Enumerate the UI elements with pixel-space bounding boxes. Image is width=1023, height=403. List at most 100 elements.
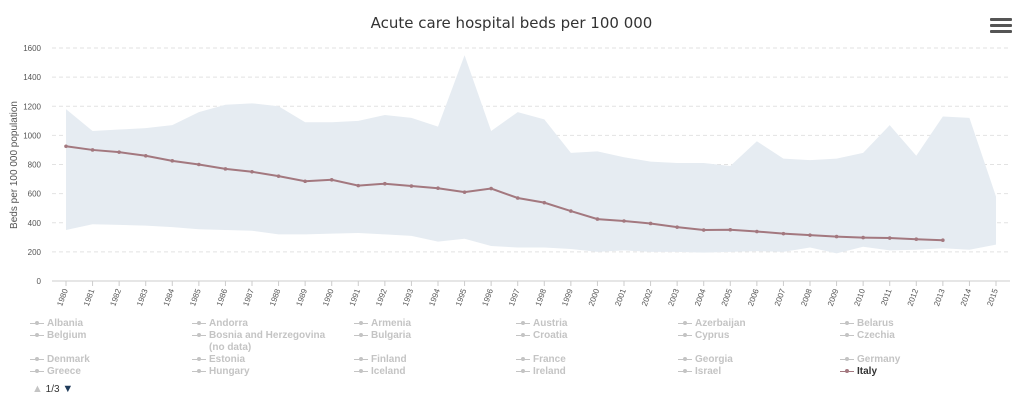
pager-up-icon[interactable]: ▲ <box>32 383 43 395</box>
legend-swatch-icon <box>192 320 206 325</box>
legend-item-andorra[interactable]: Andorra <box>192 318 248 330</box>
x-tick-label: 1997 <box>507 287 522 307</box>
y-tick-label: 800 <box>28 161 42 170</box>
legend-label: Germany <box>857 354 901 365</box>
legend-swatch-icon <box>30 332 44 337</box>
legend-swatch-icon <box>678 356 692 361</box>
x-tick-label: 2015 <box>985 287 1000 307</box>
data-point[interactable] <box>914 237 919 242</box>
data-point[interactable] <box>303 179 307 184</box>
x-tick-label: 1984 <box>162 287 177 307</box>
data-point[interactable] <box>170 159 175 163</box>
legend-item-azerbaijan[interactable]: Azerbaijan <box>678 318 746 330</box>
legend-label: Armenia <box>371 318 412 329</box>
data-point[interactable] <box>329 177 334 182</box>
legend-item-albania[interactable]: Albania <box>30 318 83 330</box>
data-point[interactable] <box>223 167 228 171</box>
data-point[interactable] <box>595 217 600 221</box>
data-point[interactable] <box>515 196 520 200</box>
data-point[interactable] <box>462 190 467 194</box>
legend-item-austria[interactable]: Austria <box>516 318 567 330</box>
data-point[interactable] <box>808 233 812 237</box>
data-point[interactable] <box>728 227 733 232</box>
legend-swatch-icon <box>192 332 206 337</box>
x-tick-label: 2008 <box>799 287 814 307</box>
y-tick-label: 1600 <box>23 44 41 53</box>
data-point[interactable] <box>356 183 361 188</box>
legend-item-belgium[interactable]: Belgium <box>30 330 86 342</box>
series-line-italy[interactable] <box>65 145 943 242</box>
legend-swatch-icon <box>516 332 530 337</box>
data-point[interactable] <box>569 209 573 213</box>
data-point[interactable] <box>383 181 387 186</box>
data-point[interactable] <box>861 235 865 240</box>
legend-item-finland[interactable]: Finland <box>354 354 407 366</box>
x-tick-label: 1981 <box>82 287 97 307</box>
legend-label: Israel <box>695 366 722 377</box>
legend-label: France <box>533 354 566 365</box>
legend-item-italy[interactable]: Italy <box>840 366 877 378</box>
legend-swatch-icon <box>30 320 44 325</box>
data-point[interactable] <box>701 228 706 232</box>
pager-down-icon[interactable]: ▼ <box>62 383 74 395</box>
x-tick-label: 2000 <box>587 287 602 307</box>
legend-item-israel[interactable]: Israel <box>678 366 721 378</box>
data-point[interactable] <box>542 200 547 205</box>
legend-item-croatia[interactable]: Croatia <box>516 330 567 342</box>
data-point[interactable] <box>648 221 653 226</box>
x-tick-label: 1987 <box>241 287 256 307</box>
legend-label: Greece <box>47 366 81 377</box>
data-point[interactable] <box>755 229 759 234</box>
data-point[interactable] <box>489 186 493 191</box>
data-point[interactable] <box>781 231 786 236</box>
legend-item-bosnia-and-herzegovina[interactable]: Bosnia and Herzegovina (no data) <box>192 330 325 354</box>
y-tick-label: 0 <box>37 277 42 286</box>
x-tick-label: 2003 <box>666 287 681 307</box>
data-point[interactable] <box>622 219 626 223</box>
data-point[interactable] <box>117 150 121 154</box>
data-point[interactable] <box>276 174 281 178</box>
legend-item-czechia[interactable]: Czechia <box>840 330 895 342</box>
data-point[interactable] <box>143 153 148 158</box>
legend-item-denmark[interactable]: Denmark <box>30 354 90 366</box>
data-point[interactable] <box>887 236 892 240</box>
legend-item-greece[interactable]: Greece <box>30 366 81 378</box>
x-tick-label: 1999 <box>560 287 575 307</box>
legend-label: Bosnia and Herzegovina <box>209 330 326 341</box>
legend-label: Belgium <box>47 330 87 341</box>
hamburger-menu-icon[interactable] <box>990 18 1012 36</box>
data-point[interactable] <box>64 144 68 149</box>
data-point[interactable] <box>834 234 839 239</box>
data-point[interactable] <box>675 225 679 229</box>
legend-item-cyprus[interactable]: Cyprus <box>678 330 729 342</box>
legend-swatch-icon <box>192 356 206 361</box>
y-tick-label: 600 <box>28 190 42 199</box>
legend-item-france[interactable]: France <box>516 354 566 366</box>
legend-item-ireland[interactable]: Ireland <box>516 366 566 378</box>
legend-item-belarus[interactable]: Belarus <box>840 318 894 330</box>
x-tick-label: 1992 <box>374 287 389 307</box>
legend-item-bulgaria[interactable]: Bulgaria <box>354 330 411 342</box>
data-point[interactable] <box>90 148 95 152</box>
legend-label: Ireland <box>533 366 566 377</box>
legend-item-estonia[interactable]: Estonia <box>192 354 245 366</box>
data-point[interactable] <box>250 169 254 174</box>
x-tick-label: 2014 <box>959 287 974 307</box>
legend-label: Italy <box>857 366 878 377</box>
legend-item-iceland[interactable]: Iceland <box>354 366 405 378</box>
legend-label: Bulgaria <box>371 330 412 341</box>
legend-item-georgia[interactable]: Georgia <box>678 354 733 366</box>
legend-item-germany[interactable]: Germany <box>840 354 900 366</box>
x-tick-label: 2013 <box>932 287 947 307</box>
legend-item-hungary[interactable]: Hungary <box>192 366 250 378</box>
y-tick-label: 400 <box>28 219 42 228</box>
data-point[interactable] <box>436 186 440 191</box>
range-band <box>66 55 996 254</box>
x-tick-label: 1988 <box>268 287 283 307</box>
pager-text: 1/3 <box>45 384 60 395</box>
data-point[interactable] <box>197 162 201 167</box>
data-point[interactable] <box>941 238 945 243</box>
legend-swatch-icon <box>354 356 368 361</box>
legend-item-armenia[interactable]: Armenia <box>354 318 411 330</box>
data-point[interactable] <box>409 184 414 188</box>
